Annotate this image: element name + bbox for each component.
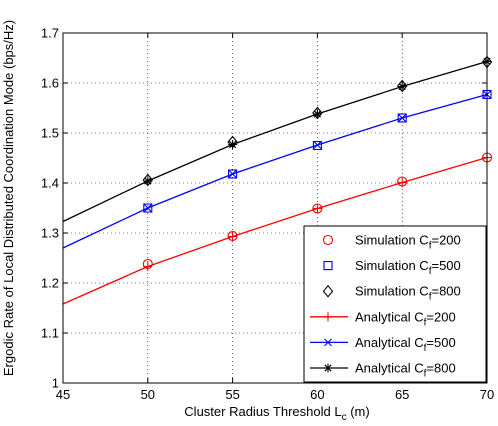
y-tick-label: 1.2 bbox=[41, 276, 59, 291]
x-axis-label-sub: c bbox=[342, 412, 347, 423]
legend-item: Analytical Cf=200 bbox=[310, 309, 456, 328]
data-point bbox=[397, 113, 407, 123]
x-tick-label: 70 bbox=[480, 387, 494, 402]
legend-label: Analytical Cf=500 bbox=[355, 335, 456, 354]
data-point bbox=[143, 262, 153, 271]
legend-item: Simulation Cf=800 bbox=[322, 284, 461, 303]
data-point bbox=[228, 140, 238, 149]
legend-label: Simulation Cf=200 bbox=[355, 233, 461, 252]
legend: Simulation Cf=200 Simulation Cf=500 Simula… bbox=[303, 225, 487, 383]
data-point bbox=[143, 204, 152, 212]
legend-item: Simulation Cf=500 bbox=[323, 258, 461, 277]
legend-label: Analytical Cf=800 bbox=[355, 361, 456, 380]
x-tick-label: 55 bbox=[225, 387, 239, 402]
x-tick-label: 45 bbox=[56, 387, 70, 402]
legend-item: Analytical Cf=800 bbox=[310, 361, 456, 380]
data-point bbox=[312, 109, 322, 119]
grid-lines bbox=[63, 33, 487, 383]
y-tick-label: 1.4 bbox=[41, 176, 59, 191]
legend-item: Simulation Cf=200 bbox=[322, 233, 461, 252]
legend-marker bbox=[322, 234, 334, 246]
data-point bbox=[313, 141, 322, 149]
y-tick-label: 1.5 bbox=[41, 126, 59, 141]
x-axis-label-main: Cluster Radius Threshold L bbox=[184, 404, 341, 419]
data-point bbox=[312, 140, 322, 151]
x-tick-label: 65 bbox=[395, 387, 409, 402]
y-tick-label: 1 bbox=[52, 376, 59, 391]
series-line bbox=[62, 156, 488, 305]
legend-label: Simulation Cf=500 bbox=[355, 258, 461, 277]
legend-marker bbox=[322, 284, 334, 298]
y-tick-label: 1.6 bbox=[41, 76, 59, 91]
data-point bbox=[397, 178, 407, 187]
legend-marker bbox=[323, 312, 333, 322]
data-point bbox=[143, 203, 153, 213]
legend-label: Simulation Cf=800 bbox=[355, 284, 461, 303]
legend-marker bbox=[324, 338, 332, 347]
legend-label: Analytical Cf=200 bbox=[355, 309, 456, 328]
data-point bbox=[312, 204, 322, 213]
y-axis-label: Ergodic Rate of Local Distributed Coordi… bbox=[1, 20, 16, 376]
y-tick-label: 1.1 bbox=[41, 326, 59, 341]
x-axis-label-suffix: (m) bbox=[347, 404, 370, 419]
y-tick-label: 1.3 bbox=[41, 226, 59, 241]
x-axis-label: Cluster Radius Threshold Lc (m) bbox=[184, 404, 369, 423]
data-point bbox=[228, 169, 238, 179]
legend-box bbox=[303, 225, 487, 383]
data-point bbox=[228, 232, 238, 241]
legend-marker bbox=[323, 261, 333, 271]
plot-frame bbox=[62, 32, 488, 384]
data-point bbox=[398, 114, 407, 122]
series-line bbox=[62, 93, 488, 249]
x-tick-label: 50 bbox=[141, 387, 155, 402]
legend-marker bbox=[323, 363, 333, 373]
data-point bbox=[397, 82, 407, 91]
y-tick-label: 1.7 bbox=[41, 26, 59, 41]
series-line bbox=[62, 60, 488, 223]
data-point bbox=[228, 170, 237, 178]
x-tick-label: 60 bbox=[310, 387, 324, 402]
legend-item: Analytical Cf=500 bbox=[310, 335, 456, 354]
data-point bbox=[143, 176, 153, 186]
tick-labels: 45 50 55 60 65 70 1 1.1 1.2 1.3 1.4 1.5 1.6 1.7 bbox=[41, 26, 494, 403]
